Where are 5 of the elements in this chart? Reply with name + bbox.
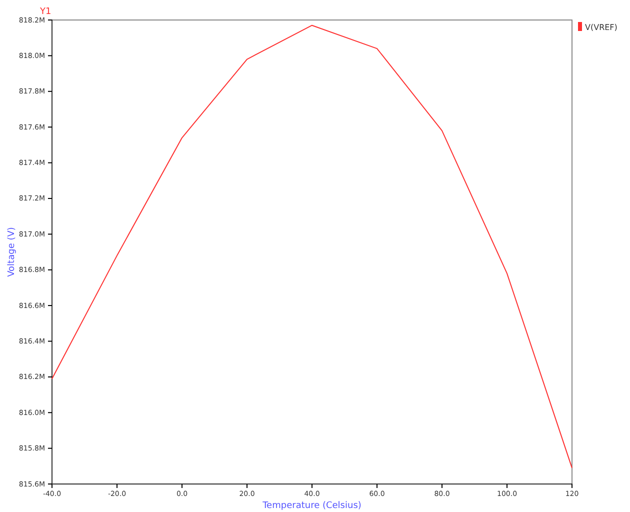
legend-label: V(VREF) [585, 23, 618, 32]
y-axis-title: Voltage (V) [7, 227, 17, 277]
x-axis-title: Temperature (Celsius) [262, 501, 362, 511]
line-series [52, 24, 572, 468]
text: Y1 [39, 7, 52, 17]
